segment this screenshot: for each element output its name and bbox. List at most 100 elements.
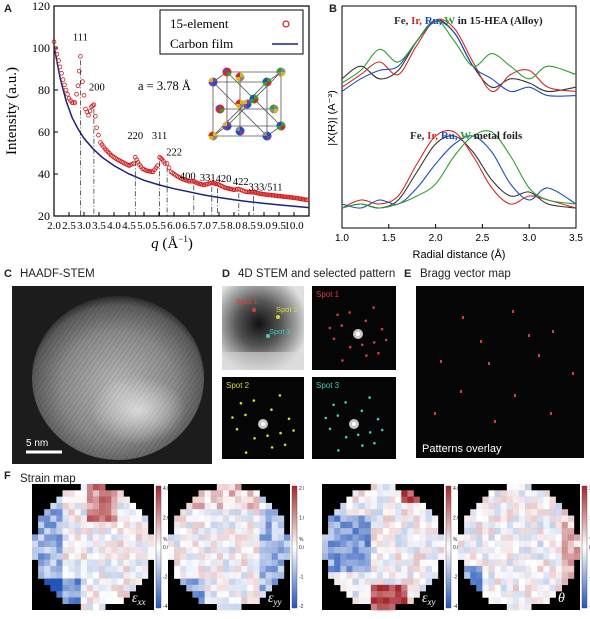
chart-a-ylabel: Intensity (a.u.) [4, 67, 20, 155]
diffraction-spot [373, 441, 376, 445]
chart-b-exafs: 1.0 1.5 2.0 2.5 3.0 3.5 |X(R)| (Å⁻³) Radial d… [328, 5, 583, 261]
diffraction-spot [380, 428, 384, 432]
chart-a-ytick-label: 120 [32, 0, 50, 13]
bragg-spot [488, 362, 490, 365]
series-15-element-point [94, 125, 99, 131]
chart-b-group-suffix: metal foils [474, 130, 523, 142]
crystal-atom [208, 131, 218, 141]
chart-b-series-ir-line [341, 129, 577, 209]
strain-map-theta: 2.001.000.00-1.00-2.00° θ [440, 484, 590, 614]
diffraction-spot [348, 311, 351, 314]
diffraction-spot [377, 351, 380, 355]
scale-bar-label: 5 nm [26, 438, 48, 449]
chart-b-element-fe: Fe, [394, 15, 411, 27]
diffraction-spot [332, 337, 336, 341]
central-beam-core [355, 331, 361, 337]
chart-a-xtick-label: 9.0 [257, 220, 271, 232]
series-15-element-point [186, 179, 192, 184]
diffraction-spot [344, 401, 347, 404]
panel-e-title: Bragg vector map [420, 268, 511, 280]
diffraction-spot [252, 399, 256, 402]
series-15-element-point [56, 58, 61, 63]
strain-map-pixels [458, 484, 581, 611]
series-15-element-point [74, 91, 79, 97]
spot-1-label: Spot 1 [236, 297, 258, 306]
spot-1-marker [252, 308, 256, 312]
peak-label: 311 [152, 131, 167, 142]
bragg-spot [460, 390, 462, 393]
diffraction-spot [361, 444, 364, 447]
chart-b-xtick-label: 1.0 [335, 233, 349, 244]
series-15-element-point [80, 79, 85, 84]
series-15-element-point [54, 51, 60, 57]
diffraction-spot [270, 446, 274, 449]
chart-b-series-fe-line [341, 19, 577, 92]
diffraction-spot [372, 306, 375, 309]
panel-c-title: HAADF-STEM [20, 268, 95, 280]
series-15-element-point [63, 87, 69, 93]
peak-label: 220 [127, 131, 143, 142]
dp-spot-2-label: Spot 2 [226, 381, 250, 390]
chart-b-series-ir-line [341, 18, 577, 92]
crystal-atom [235, 126, 245, 136]
diffraction-spot [253, 437, 256, 440]
bragg-spot [528, 334, 530, 337]
chart-b-element-ir: Ir, [411, 15, 425, 27]
colorbar-tick-label: 0.00 [299, 545, 304, 551]
diffraction-spot [380, 327, 384, 331]
bragg-spot [514, 394, 516, 397]
diffraction-spot [336, 313, 339, 317]
crystal-atom [222, 121, 232, 131]
chart-a-xtick-label: 3.5 [92, 220, 106, 232]
diffraction-spot [365, 354, 368, 357]
series-15-element-point [189, 179, 195, 184]
series-15-element-point [264, 192, 270, 198]
crystal-atom [262, 131, 272, 141]
peak-label: 400 [180, 171, 196, 182]
chart-b-group-label: Fe, Ir, Ru, W in 15-HEA (Alloy) [394, 15, 543, 27]
chart-b-element-ru: Ru, [425, 15, 444, 27]
series-15-element-point [78, 54, 83, 59]
series-carbon-film-line [53, 45, 310, 209]
diffraction-spot [332, 403, 335, 407]
central-beam-core [351, 421, 357, 427]
virtual-image: Spot 1 Spot 2 Spot 3 [222, 286, 304, 370]
spot-3-marker [266, 334, 270, 338]
series-15-element-point [87, 108, 93, 114]
diffraction-spot [266, 434, 269, 437]
diffraction-spot [279, 431, 282, 435]
diffraction-spot [340, 324, 344, 327]
series-15-element-point [93, 114, 98, 119]
chart-b-group-suffix: in 15-HEA (Alloy) [458, 15, 543, 27]
chart-a-xtick-label: 9.5 [272, 220, 286, 232]
series-15-element-point [81, 93, 87, 98]
series-15-element-point [282, 194, 288, 200]
crystal-atom [235, 99, 245, 109]
series-15-element-point [287, 195, 292, 200]
bragg-spot [494, 420, 496, 423]
bragg-spot [538, 354, 540, 357]
diffraction-spot [360, 343, 364, 347]
chart-a-xtick-label: 2.5 [62, 220, 76, 232]
strain-map-pixels [32, 484, 155, 611]
bragg-spot [572, 372, 574, 375]
bragg-spot [550, 412, 552, 415]
strain-symbol-label: θ [558, 591, 565, 606]
diffraction-spot [328, 326, 332, 330]
chart-b-series-w-line [341, 19, 577, 84]
diffraction-spot [372, 341, 376, 344]
colorbar-unit: % [453, 537, 458, 543]
crystal-atom [215, 104, 225, 114]
bragg-spot [480, 340, 482, 343]
spot-2-marker [276, 315, 280, 319]
crystal-atom [262, 77, 272, 87]
series-15-element-point [90, 103, 95, 109]
diffraction-spot [283, 443, 287, 447]
chart-a-frame [53, 5, 310, 217]
bragg-vector-map: Patterns overlay [416, 286, 584, 458]
series-15-element-point [162, 161, 168, 166]
crystal-atom [222, 67, 232, 77]
strain-map-pixels [168, 484, 291, 611]
chart-b-xlabel: Radial distance (Å) [413, 248, 506, 261]
series-15-element-point [96, 132, 101, 138]
